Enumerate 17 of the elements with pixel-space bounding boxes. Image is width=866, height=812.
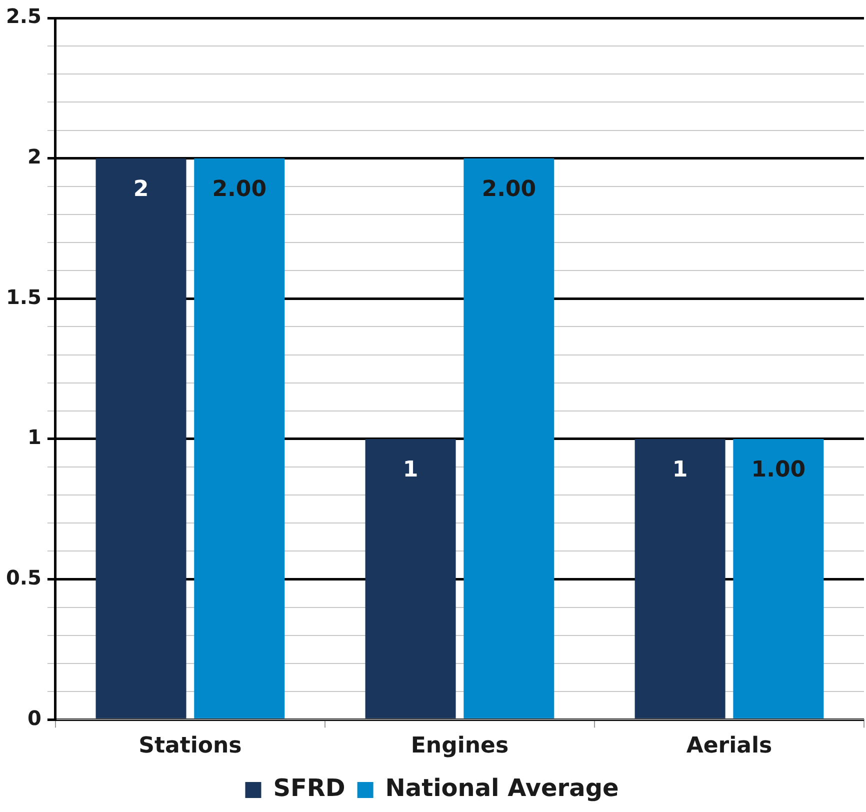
legend-label: National Average [385,774,619,802]
x-tick-label: Stations [138,734,242,759]
y-tick-label: 2 [28,144,42,169]
y-tick-label: 1 [28,425,42,450]
y-tick-label: 1.5 [6,284,42,309]
y-tick-label: 0 [28,706,42,730]
y-tick-label: 0.5 [6,565,42,590]
data-label: 1 [402,458,418,483]
x-tick-label: Aerials [686,734,772,759]
data-label: 2 [133,177,149,202]
data-label: 1.00 [751,458,806,483]
x-tick-label: Engines [410,734,509,759]
data-label: 1 [672,458,688,483]
y-tick-label: 2.5 [6,4,42,28]
data-label: 2.00 [482,177,536,202]
data-label: 2.00 [212,177,267,202]
legend-label: SFRD [273,774,346,802]
